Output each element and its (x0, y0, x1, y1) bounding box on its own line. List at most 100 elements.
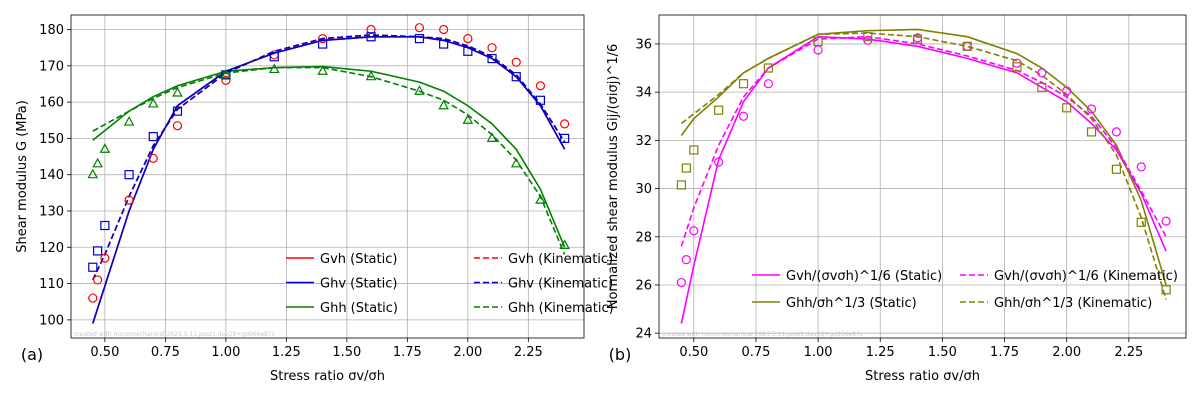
y-tick-label: 110 (39, 277, 64, 292)
y-tick-label: 32 (635, 134, 652, 149)
marker-circle-0 (1136, 162, 1146, 172)
marker-circle-0 (318, 33, 328, 44)
marker-triangle-2 (147, 97, 159, 108)
marker-square-1 (962, 41, 972, 51)
marker-circle-0 (100, 253, 110, 263)
marker-circle-0 (535, 81, 546, 91)
y-tick-label: 130 (39, 204, 64, 219)
marker-circle-0 (560, 119, 570, 129)
marker-triangle-2 (510, 157, 522, 168)
marker-triangle-2 (486, 132, 498, 142)
marker-triangle-2 (438, 99, 449, 110)
series-line-2 (92, 65, 566, 248)
marker-circle-0 (124, 195, 134, 205)
grid (659, 15, 1186, 338)
marker-square-1 (535, 95, 546, 105)
marker-square-1 (100, 220, 110, 231)
series-line-1 (680, 28, 1167, 286)
marker-square-1 (813, 36, 823, 47)
marker-square-1 (1062, 103, 1072, 113)
marker-circle-0 (1111, 127, 1121, 137)
legend: Gvh (Static) Ghv (Static) Ghh (Static) Gvh … (286, 252, 614, 316)
x-tick-label: 2.25 (514, 345, 543, 360)
series-line-1 (92, 35, 566, 324)
panel-label: (b) (609, 345, 632, 364)
marker-square-1 (414, 33, 425, 44)
y-tick-label: 28 (635, 230, 652, 245)
marker-square-1 (1012, 62, 1022, 72)
marker-circle-0 (463, 33, 473, 44)
marker-square-1 (93, 246, 103, 256)
y-axis-label: Shear modulus G (MPa) (15, 100, 30, 253)
marker-circle-0 (172, 121, 183, 131)
watermark-text: created with micromechanical 2025.5.11.p… (662, 331, 863, 338)
axes-frame (70, 14, 585, 339)
marker-square-1 (124, 170, 134, 180)
y-tick-label: 26 (635, 278, 652, 293)
marker-triangle-2 (317, 65, 328, 75)
y-tick-label: 180 (39, 23, 64, 38)
x-tick-label: 1.25 (272, 345, 301, 360)
marker-circle-0 (738, 111, 749, 121)
legend-label-2: Gvh/(σvσh)^1/6 (Kinematic) (994, 269, 1178, 284)
marker-square-1 (1037, 82, 1047, 92)
marker-square-1 (681, 163, 691, 173)
marker-circle-0 (88, 293, 98, 303)
y-tick-label: 170 (39, 59, 64, 74)
marker-circle-0 (414, 23, 425, 33)
marker-square-1 (863, 32, 873, 42)
marker-square-1 (366, 32, 376, 42)
marker-square-1 (1086, 127, 1097, 137)
marker-square-1 (511, 72, 521, 82)
panel-label: (a) (21, 345, 43, 364)
marker-square-1 (763, 63, 773, 73)
watermark-text: created with micromechanical 2025.5.11.p… (74, 331, 275, 338)
marker-circle-0 (93, 275, 103, 285)
x-tick-label: 1.00 (804, 345, 833, 360)
marker-square-1 (172, 106, 183, 116)
marker-triangle-2 (99, 143, 111, 153)
marker-triangle-2 (365, 70, 377, 81)
marker-circle-0 (1161, 216, 1171, 226)
y-tick-label: 34 (635, 86, 652, 101)
x-tick-label: 2.00 (453, 345, 482, 360)
y-tick-label: 30 (635, 182, 652, 197)
legend-label-1: Ghh/σh^1/3 (Static) (786, 296, 917, 311)
x-axis-label: Stress ratio σv/σh (270, 369, 385, 384)
legend-label-5: Ghh (Kinematic) (508, 301, 614, 316)
plot-area (676, 28, 1171, 324)
marker-square-1 (714, 105, 724, 115)
marker-circle-0 (714, 157, 724, 167)
marker-circle-0 (689, 226, 699, 236)
y-tick-label: 140 (39, 168, 64, 183)
marker-square-1 (738, 79, 749, 89)
y-tick-label: 24 (635, 327, 652, 342)
marker-circle-0 (1086, 104, 1097, 114)
marker-circle-0 (1062, 86, 1072, 96)
x-tick-label: 0.75 (741, 345, 770, 360)
marker-triangle-2 (535, 194, 546, 204)
plot-area (87, 23, 570, 324)
marker-circle-0 (1037, 68, 1047, 78)
marker-circle-0 (511, 57, 521, 67)
marker-square-1 (318, 39, 328, 49)
y-tick-label: 36 (635, 37, 652, 52)
x-tick-label: 1.00 (211, 345, 240, 360)
x-tick-label: 1.75 (990, 345, 1019, 360)
marker-square-1 (88, 262, 98, 272)
marker-square-1 (560, 133, 570, 143)
y-axis-label: Normalized shear modulus Gij/(σiσj)^1/6 (606, 44, 621, 310)
marker-circle-0 (366, 24, 376, 35)
marker-circle-0 (487, 43, 497, 53)
axes-frame (658, 14, 1187, 339)
series-line-3 (92, 34, 566, 281)
x-axis-label: Stress ratio σv/σh (865, 369, 980, 384)
series-line-3 (680, 32, 1167, 300)
marker-triangle-2 (172, 86, 183, 97)
marker-square-1 (1136, 217, 1146, 227)
marker-circle-0 (681, 255, 691, 265)
x-tick-label: 2.00 (1052, 345, 1081, 360)
legend-label-4: Ghv (Kinematic) (508, 277, 613, 292)
series-line-4 (92, 34, 566, 281)
